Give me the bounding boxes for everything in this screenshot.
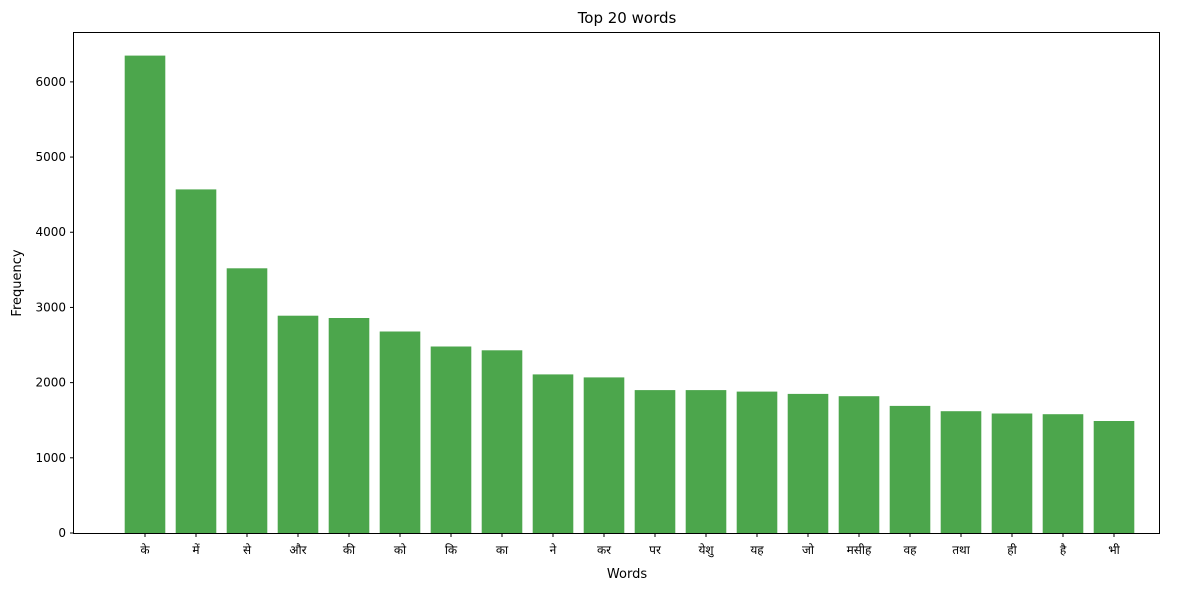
- bar-16: [889, 405, 931, 533]
- y-tick-label: 6000: [35, 75, 66, 89]
- x-tick-label: तथा: [952, 543, 971, 557]
- x-tick-label: ने: [550, 543, 557, 557]
- x-tick-label: को: [394, 543, 407, 557]
- bar-15: [838, 396, 880, 533]
- bar-12: [685, 390, 727, 533]
- y-tick-label: 5000: [35, 150, 66, 164]
- bar-2: [175, 189, 217, 533]
- bar-7: [430, 346, 472, 533]
- x-tick-label: भी: [1108, 543, 1120, 557]
- x-tick-label: का: [496, 543, 509, 557]
- bar-11: [634, 390, 676, 533]
- plot-frame: [73, 32, 1160, 534]
- x-tick-label: कर: [597, 543, 612, 557]
- x-axis-label: Words: [607, 567, 647, 582]
- x-tick-label: वह: [903, 543, 917, 557]
- chart-title: Top 20 words: [577, 9, 677, 27]
- bar-4: [277, 315, 319, 533]
- x-tick-label: ही: [1007, 543, 1017, 557]
- x-tick-label: पर: [649, 543, 662, 557]
- x-axis: के में से और की को कि का ने कर पर येशु यह जो मसीह वह तथा…: [140, 533, 1121, 558]
- x-tick-label: है: [1060, 543, 1067, 557]
- y-tick-label: 4000: [35, 225, 66, 239]
- y-tick-label: 2000: [35, 376, 66, 390]
- bar-9: [532, 374, 574, 533]
- x-tick-label: येशु: [698, 543, 714, 558]
- bar-3: [226, 268, 268, 533]
- bar-6: [379, 331, 421, 533]
- bar-19: [1042, 414, 1084, 533]
- x-tick-label: में: [192, 543, 200, 557]
- x-tick-label: कि: [445, 543, 458, 557]
- y-tick-label: 0: [58, 526, 66, 540]
- x-tick-label: जो: [802, 543, 815, 557]
- bar-20: [1093, 421, 1135, 533]
- bar-1: [124, 55, 166, 533]
- x-tick-label: से: [243, 543, 252, 557]
- y-axis: 0 1000 2000 3000 4000 5000 6000: [35, 75, 74, 540]
- x-tick-label: यह: [750, 543, 764, 557]
- x-tick-label: के: [140, 543, 150, 557]
- bar-10: [583, 377, 625, 533]
- bar-14: [787, 393, 829, 533]
- bar-8: [481, 350, 523, 533]
- bar-17: [940, 411, 982, 533]
- bars-group: [124, 55, 1135, 533]
- bar-5: [328, 318, 370, 533]
- bar-18: [991, 413, 1033, 533]
- x-tick-label: और: [289, 543, 307, 557]
- y-tick-label: 1000: [35, 451, 66, 465]
- x-tick-label: की: [343, 543, 356, 557]
- y-axis-label: Frequency: [10, 249, 25, 316]
- x-tick-label: मसीह: [847, 543, 872, 557]
- bar-13: [736, 391, 778, 533]
- y-tick-label: 3000: [35, 300, 66, 314]
